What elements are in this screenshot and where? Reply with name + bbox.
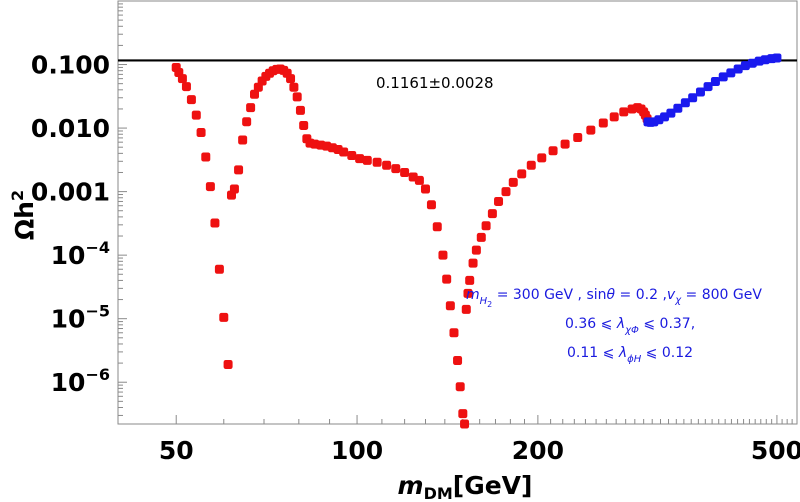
data-point xyxy=(234,165,244,175)
data-point xyxy=(463,288,473,298)
plot-frame xyxy=(117,0,798,425)
x-axis-ticks: 50 100 200 500 xyxy=(117,415,800,465)
y-tick-label: 0.100 xyxy=(31,51,110,80)
data-point xyxy=(476,232,486,242)
data-point xyxy=(420,184,430,194)
data-point xyxy=(400,167,410,177)
data-point xyxy=(733,64,743,74)
data-point xyxy=(560,139,570,149)
data-point xyxy=(219,312,229,322)
data-point xyxy=(449,328,459,338)
data-point xyxy=(609,112,619,122)
data-point xyxy=(196,128,206,138)
data-point xyxy=(382,160,392,170)
y-tick-label: 10−4 xyxy=(51,238,110,270)
data-point xyxy=(468,258,478,268)
data-point xyxy=(286,74,296,84)
data-point xyxy=(229,184,239,194)
planck-reference-label: 0.1161±0.0028 xyxy=(376,74,494,92)
data-point xyxy=(242,117,252,127)
y-tick-label: 0.001 xyxy=(31,178,110,207)
data-point xyxy=(372,157,382,167)
y-tick-label: 10−5 xyxy=(51,302,110,334)
data-point xyxy=(391,164,401,174)
data-point xyxy=(432,222,442,232)
data-point xyxy=(526,160,536,170)
x-tick-label: 100 xyxy=(331,436,383,465)
data-point xyxy=(586,125,596,135)
data-point xyxy=(726,68,736,78)
data-point xyxy=(494,196,504,206)
parameter-annotation-1: mH2 = 300 GeV , sinθ = 0.2 ,vχ = 800 GeV xyxy=(466,287,762,309)
data-point xyxy=(438,250,448,260)
data-point xyxy=(201,152,211,162)
data-point xyxy=(548,146,558,156)
data-point xyxy=(455,382,465,392)
data-point xyxy=(186,95,196,105)
data-point xyxy=(250,89,260,99)
data-point xyxy=(680,98,690,108)
x-axis-title: mDM[GeV] xyxy=(398,471,533,502)
data-point xyxy=(471,245,481,255)
data-point xyxy=(347,151,357,161)
data-point xyxy=(191,110,201,120)
data-point xyxy=(426,200,436,210)
data-point xyxy=(772,53,782,63)
data-point xyxy=(501,187,511,197)
series-allowed xyxy=(643,53,782,127)
data-point xyxy=(295,105,305,115)
data-point xyxy=(461,304,471,314)
y-axis-title: Ωh2 xyxy=(8,190,39,240)
data-point xyxy=(453,355,463,365)
y-tick-label: 0.010 xyxy=(31,114,110,143)
data-point xyxy=(299,120,309,130)
data-point xyxy=(465,275,475,285)
data-point xyxy=(573,133,583,143)
data-point xyxy=(598,118,608,128)
data-point xyxy=(673,103,683,113)
x-tick-label: 200 xyxy=(512,436,564,465)
y-tick-label: 10−6 xyxy=(51,365,110,397)
data-point xyxy=(177,74,187,84)
data-point xyxy=(481,221,491,231)
series-excluded xyxy=(171,62,652,429)
data-point xyxy=(487,209,497,219)
data-point xyxy=(223,360,233,370)
data-point xyxy=(688,93,698,103)
y-axis-ticks: 0.100 0.010 0.001 10−4 10−5 10−6 xyxy=(31,0,127,416)
data-point xyxy=(442,274,452,284)
data-point xyxy=(289,82,299,92)
data-series xyxy=(171,53,782,429)
data-point xyxy=(747,58,757,68)
data-point xyxy=(619,107,629,117)
data-point xyxy=(695,87,705,97)
data-point xyxy=(210,218,220,228)
data-point xyxy=(710,77,720,87)
data-point xyxy=(517,169,527,179)
data-point xyxy=(292,92,302,102)
data-point xyxy=(246,103,256,113)
data-point xyxy=(238,135,248,145)
data-point xyxy=(718,72,728,82)
data-point xyxy=(205,182,215,192)
data-point xyxy=(508,177,518,187)
data-point xyxy=(703,82,713,92)
data-point xyxy=(214,264,224,274)
data-point xyxy=(355,154,365,164)
data-point xyxy=(362,155,372,165)
data-point xyxy=(445,301,455,311)
x-tick-label: 50 xyxy=(159,436,194,465)
data-point xyxy=(740,61,750,71)
data-point xyxy=(537,153,547,163)
data-point xyxy=(458,409,468,419)
x-tick-label: 500 xyxy=(751,436,800,465)
data-point xyxy=(181,82,191,92)
parameter-annotation-2: 0.36 ⩽ λχΦ ⩽ 0.37, xyxy=(565,316,695,336)
data-point xyxy=(339,147,349,157)
data-point xyxy=(666,108,676,118)
parameter-annotation-3: 0.11 ⩽ λϕH ⩽ 0.12 xyxy=(567,345,693,365)
data-point xyxy=(414,175,424,185)
data-point xyxy=(460,419,470,429)
